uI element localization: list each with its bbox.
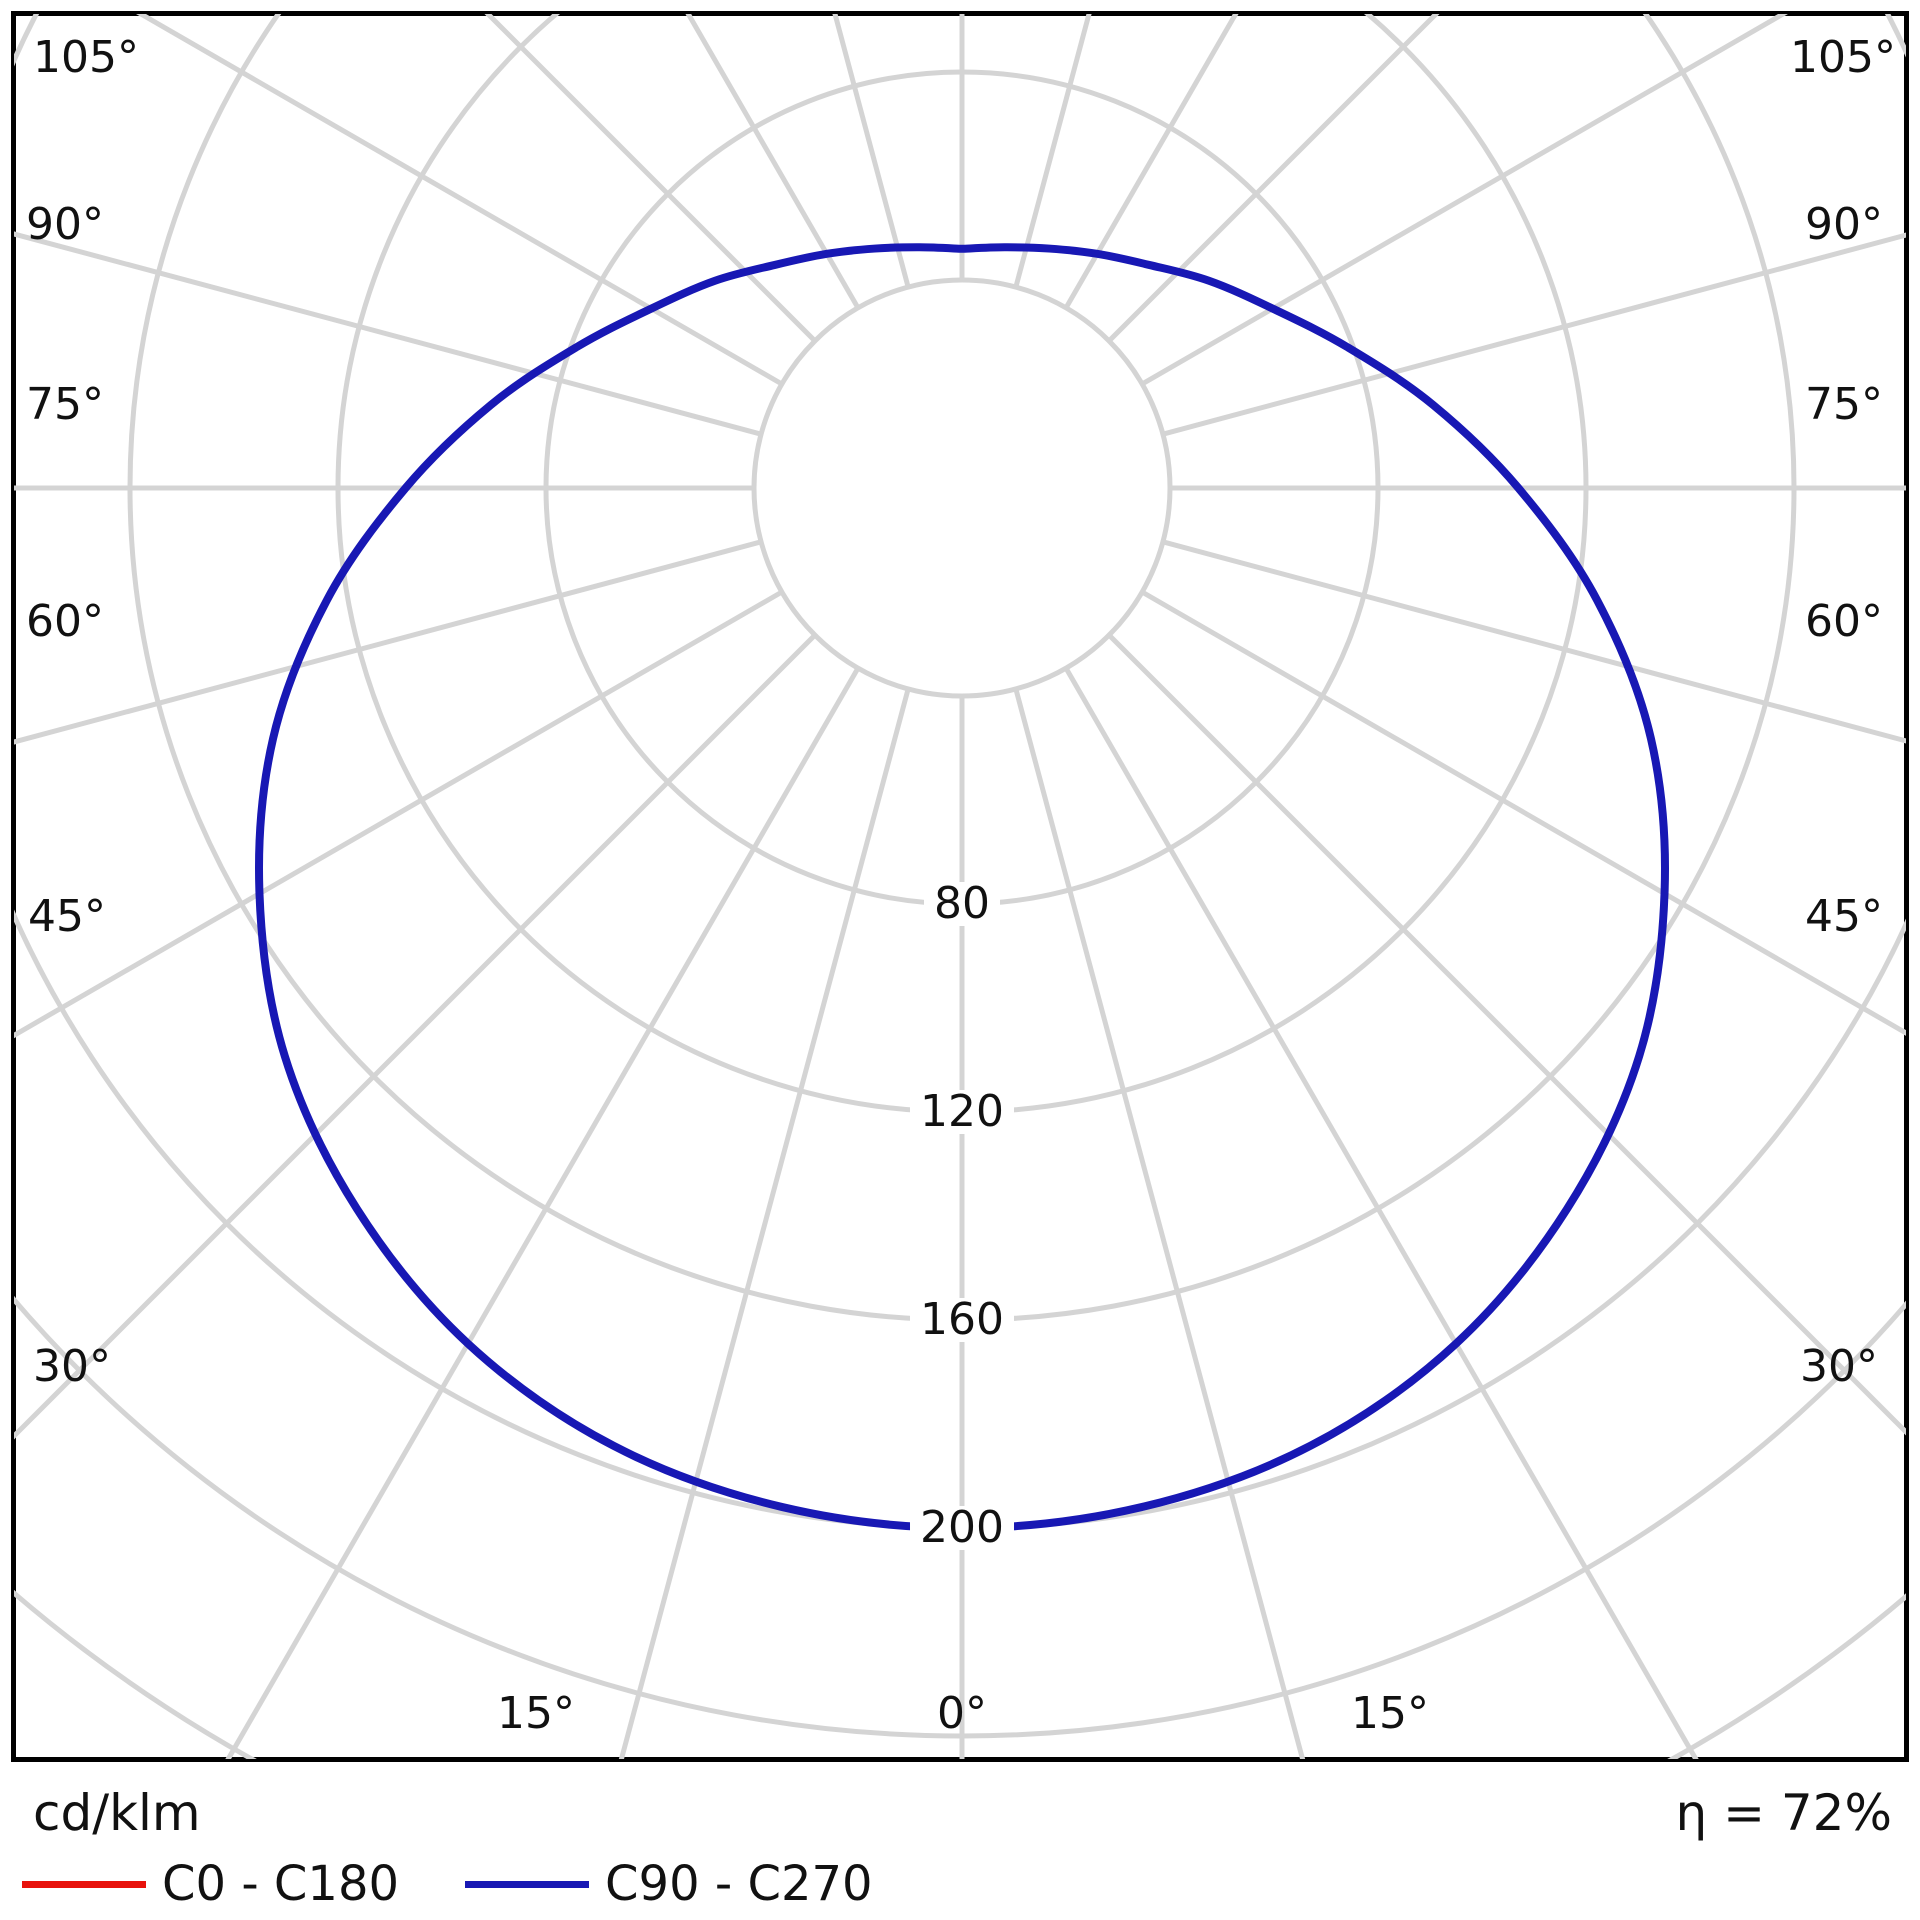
radial-tick-label-120: 120 (910, 1090, 1014, 1134)
angle-label-right-0: 105° (1790, 32, 1896, 83)
angle-label-bottom-2: 15° (1351, 1688, 1429, 1739)
chart-footer: cd/klm η = 72% C0 - C180 C90 - C270 (0, 1772, 1920, 1920)
angle-label-right-3: 60° (1805, 596, 1883, 647)
radial-tick-label-80: 80 (924, 882, 1000, 926)
angle-label-right-5: 30° (1800, 1341, 1878, 1392)
legend-item-c90-c270[interactable]: C90 - C270 (465, 1860, 873, 1908)
angle-label-bottom-0: 15° (497, 1688, 575, 1739)
legend: C0 - C180 C90 - C270 (22, 1860, 939, 1908)
angle-label-left-5: 30° (33, 1341, 111, 1392)
angle-label-left-3: 60° (26, 596, 104, 647)
unit-label: cd/klm (33, 1784, 201, 1842)
angle-label-right-4: 45° (1805, 891, 1883, 942)
angle-label-left-1: 90° (26, 199, 104, 250)
legend-item-c0-c180[interactable]: C0 - C180 (22, 1860, 399, 1908)
legend-swatch-c90-c270 (465, 1880, 590, 1888)
legend-label-c90-c270: C90 - C270 (605, 1856, 873, 1912)
efficiency-label: η = 72% (1675, 1784, 1892, 1842)
radial-tick-label-200: 200 (910, 1506, 1014, 1550)
angle-label-right-1: 90° (1805, 199, 1883, 250)
plot-frame (11, 11, 1909, 1762)
angle-label-left-2: 75° (26, 379, 104, 430)
radial-tick-label-160: 160 (910, 1298, 1014, 1342)
angle-label-bottom-1: 0° (937, 1688, 987, 1739)
angle-label-left-4: 45° (28, 891, 106, 942)
angle-label-right-2: 75° (1805, 379, 1883, 430)
legend-swatch-c0-c180 (22, 1880, 146, 1888)
legend-label-c0-c180: C0 - C180 (162, 1856, 400, 1912)
angle-label-left-0: 105° (33, 32, 139, 83)
